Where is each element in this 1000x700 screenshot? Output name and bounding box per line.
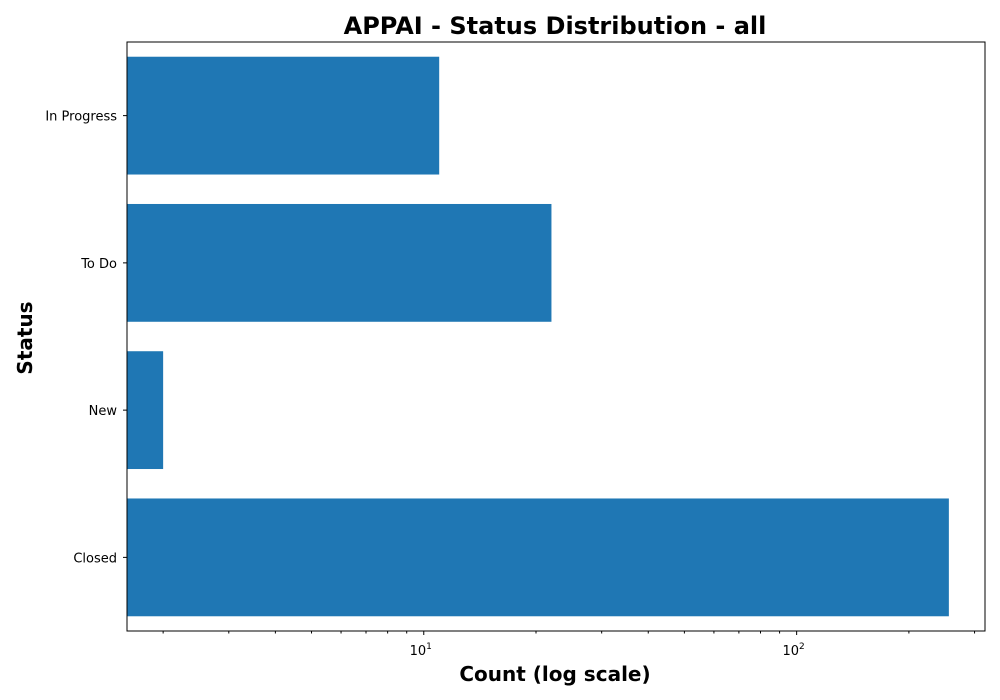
bar-new bbox=[127, 351, 164, 470]
bar-in-progress bbox=[127, 56, 440, 175]
plot-frame bbox=[126, 41, 986, 632]
y-tick-label: Closed bbox=[73, 551, 117, 566]
chart-title: APPAI - Status Distribution - all bbox=[344, 12, 767, 40]
x-tick-label: 102 bbox=[783, 642, 805, 659]
y-tick-label: To Do bbox=[80, 257, 117, 272]
x-tick-label: 101 bbox=[410, 642, 432, 659]
y-axis-label: Status bbox=[13, 301, 37, 374]
x-axis-label: Count (log scale) bbox=[459, 662, 650, 686]
y-tick-label: In Progress bbox=[45, 110, 117, 125]
bar-closed bbox=[127, 498, 949, 617]
bar-to-do bbox=[127, 203, 552, 322]
bars-group bbox=[127, 56, 949, 617]
y-tick-label: New bbox=[89, 404, 118, 419]
